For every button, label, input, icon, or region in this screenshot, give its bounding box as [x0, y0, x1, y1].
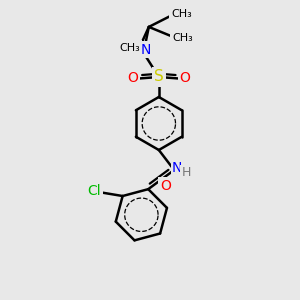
Text: CH₃: CH₃ [172, 33, 193, 43]
Text: S: S [154, 70, 164, 85]
Text: O: O [127, 71, 138, 85]
Text: N: N [172, 161, 182, 175]
Text: O: O [160, 179, 171, 193]
Text: N: N [141, 43, 151, 57]
Text: Cl: Cl [87, 184, 101, 198]
Text: O: O [180, 71, 190, 85]
Text: H: H [182, 167, 191, 179]
Text: H: H [130, 40, 140, 53]
Text: CH₃: CH₃ [119, 43, 140, 52]
Text: CH₃: CH₃ [171, 9, 192, 19]
